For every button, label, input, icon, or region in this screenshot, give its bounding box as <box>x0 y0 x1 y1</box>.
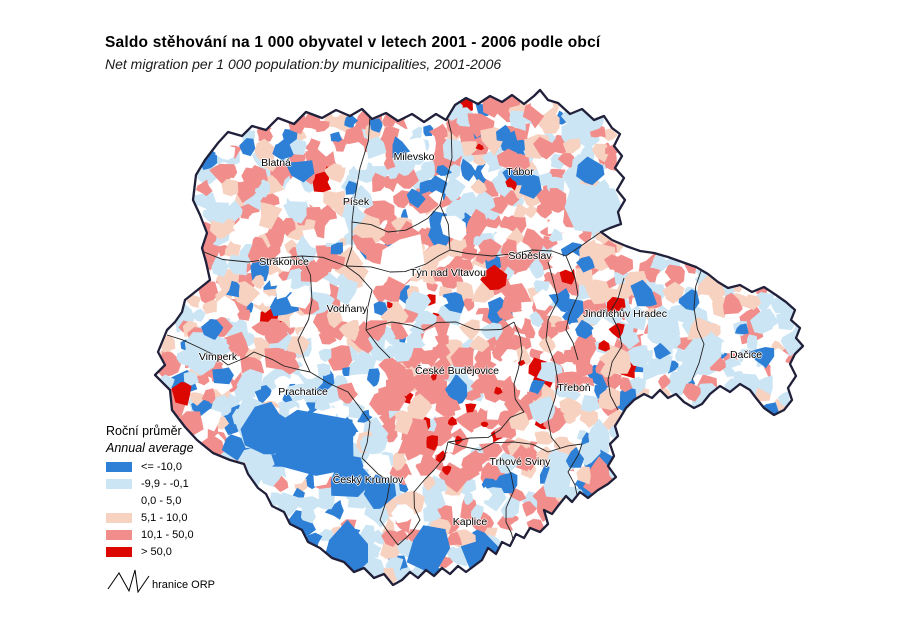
header: Saldo stěhování na 1 000 obyvatel v lete… <box>105 34 600 72</box>
legend-subtitle: Annual average <box>106 441 194 455</box>
page-title: Saldo stěhování na 1 000 obyvatel v lete… <box>105 34 601 51</box>
legend-swatch <box>106 530 132 540</box>
legend-label: -9,9 - -0,1 <box>141 478 189 490</box>
legend-line-row: hranice ORP <box>106 565 276 593</box>
legend-label: hranice ORP <box>152 579 215 591</box>
legend-swatch <box>106 513 132 523</box>
page-subtitle: Net migration per 1 000 population:by mu… <box>105 56 502 72</box>
legend-title: Roční průměr <box>106 424 182 438</box>
legend-swatch <box>106 547 132 557</box>
legend-label: 10,1 - 50,0 <box>141 529 194 541</box>
legend-label: 0,0 - 5,0 <box>141 495 182 507</box>
legend-label: > 50,0 <box>141 546 172 558</box>
legend-row: -9,9 - -0,1 <box>106 478 276 490</box>
legend-row: 5,1 - 10,0 <box>106 512 276 524</box>
legend-row: > 50,0 <box>106 546 276 558</box>
legend-row: <= -10,0 <box>106 461 276 473</box>
legend-swatch <box>106 479 132 489</box>
legend-label: <= -10,0 <box>141 461 182 473</box>
legend-row: 10,1 - 50,0 <box>106 529 276 541</box>
legend-swatch <box>106 462 132 472</box>
legend-swatch <box>106 496 132 506</box>
legend-label: 5,1 - 10,0 <box>141 512 188 524</box>
legend-row: 0,0 - 5,0 <box>106 495 276 507</box>
legend: Roční průměr Annual average <= -10,0 -9,… <box>106 424 276 593</box>
orp-boundary-line-icon <box>107 569 150 593</box>
